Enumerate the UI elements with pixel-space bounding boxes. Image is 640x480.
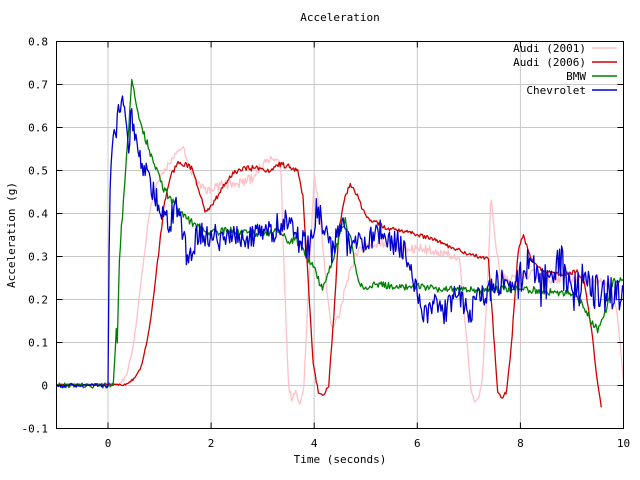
y-tick-label: -0.1 (22, 423, 49, 436)
y-tick-label: 0.8 (28, 36, 48, 49)
x-tick-label: 4 (311, 437, 318, 450)
y-tick-label: 0.5 (28, 165, 48, 178)
y-tick-label: 0.7 (28, 79, 48, 92)
gridlines (56, 41, 624, 429)
y-tick-label: 0.6 (28, 122, 48, 135)
y-tick-label: 0.1 (28, 337, 48, 350)
series-line-bmw (56, 78, 624, 389)
legend-label-audi-2006: Audi (2006) (513, 56, 586, 69)
y-tick-label: 0.2 (28, 294, 48, 307)
y-tick-label: 0.4 (28, 208, 48, 221)
axes: 0 2 4 6 8 10 -0.1 0 0.1 0.2 0.3 0.4 0.5 0.6 0.7 0.8 (22, 36, 631, 451)
x-tick-label: 6 (414, 437, 421, 450)
series-line-audi-2001 (56, 146, 624, 405)
legend-label-audi-2001: Audi (2001) (513, 42, 586, 55)
chart-title: Acceleration (300, 11, 379, 24)
x-axis-label: Time (seconds) (294, 453, 387, 466)
x-tick-label: 0 (105, 437, 112, 450)
plot-border (56, 41, 624, 429)
legend-label-bmw: BMW (566, 70, 586, 83)
x-tick-label: 8 (517, 437, 524, 450)
series-line-chevrolet (56, 95, 624, 388)
y-tick-label: 0.3 (28, 251, 48, 264)
y-axis-label: Acceleration (g) (5, 182, 18, 288)
x-tick-label: 10 (617, 437, 630, 450)
x-tick-label: 2 (208, 437, 215, 450)
y-tick-label: 0 (41, 380, 48, 393)
legend-label-chevrolet: Chevrolet (526, 84, 586, 97)
series-line-audi-2006 (56, 160, 602, 408)
series-lines (56, 78, 624, 408)
